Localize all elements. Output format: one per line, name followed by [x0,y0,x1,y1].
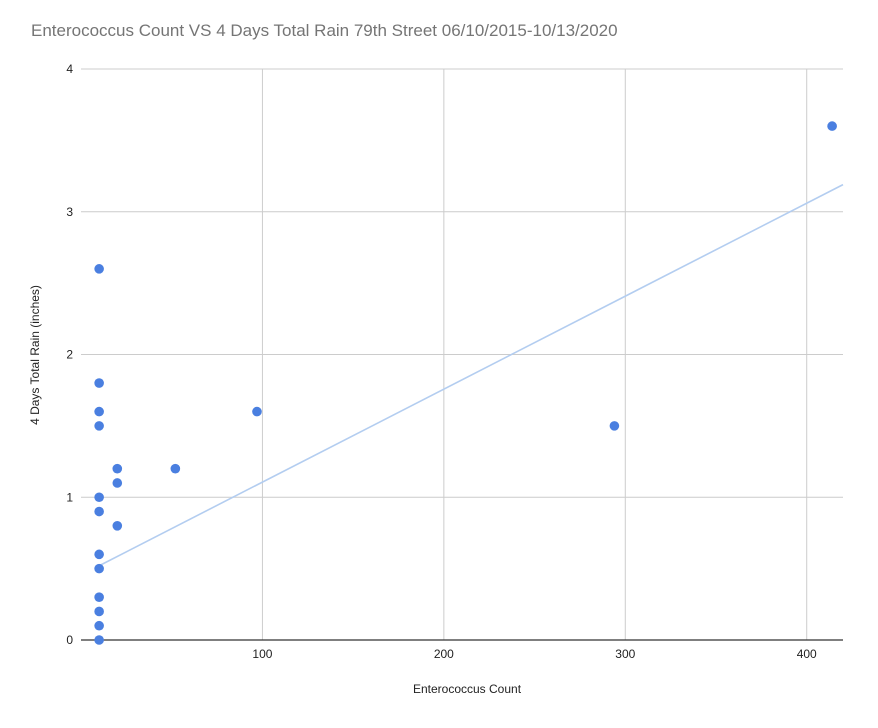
chart-title: Enterococcus Count VS 4 Days Total Rain … [31,21,618,40]
x-tick-label: 100 [252,647,272,661]
x-tick-label: 300 [615,647,635,661]
data-point [609,421,620,431]
data-point [94,421,104,431]
data-point [94,549,104,560]
data-point [94,264,104,274]
data-point [112,463,123,474]
x-tick-label: 200 [434,647,454,661]
y-tick-label: 4 [66,62,73,76]
tick-labels: 0 1 2 3 4 100 200 300 400 [66,62,817,661]
y-axis-title: 4 Days Total Rain (inches) [28,285,42,425]
data-point [94,492,104,503]
x-tick-label: 400 [797,647,817,661]
data-point [170,463,181,474]
data-point [94,563,104,574]
y-tick-label: 2 [66,348,73,362]
data-point [94,620,104,631]
trendline [98,183,844,567]
data-point [94,506,104,517]
trendline-layer [98,183,844,567]
data-point [252,406,262,417]
y-tick-label: 0 [66,633,73,647]
x-axis-title: Enterococcus Count [413,682,522,696]
data-points [94,121,837,645]
data-point [94,635,104,645]
data-point [94,592,104,602]
gridlines [81,68,843,640]
data-point [112,478,123,488]
data-point [94,606,104,617]
y-tick-label: 1 [66,490,73,504]
y-tick-label: 3 [66,205,73,219]
data-point [94,406,104,417]
data-point [827,121,837,131]
data-point [94,378,104,388]
data-point [112,521,123,531]
